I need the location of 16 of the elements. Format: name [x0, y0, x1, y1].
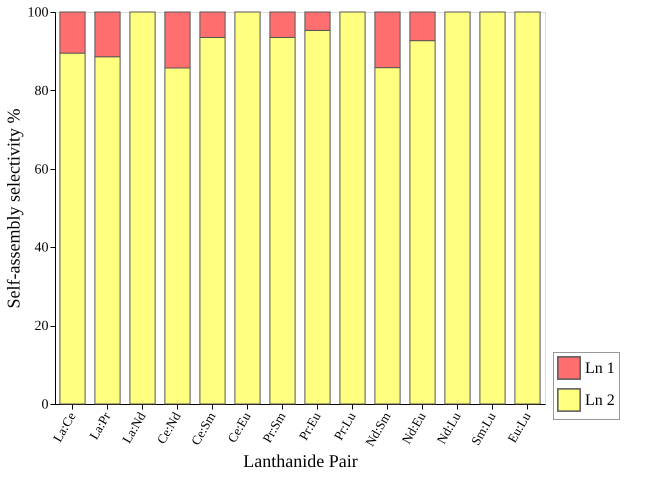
- legend-label: Ln 1: [585, 360, 615, 377]
- y-tick-label: 60: [34, 162, 48, 178]
- y-tick-label: 80: [34, 84, 48, 99]
- bar: [514, 12, 541, 404]
- legend-label: Ln 2: [585, 392, 615, 409]
- bar: [339, 12, 366, 404]
- y-tick-label: 100: [28, 6, 48, 20]
- bar: [444, 12, 471, 404]
- y-tick-label: 20: [34, 319, 48, 334]
- y-axis-title: Self-assembly selectivity %: [4, 108, 24, 308]
- bar: [129, 12, 156, 404]
- y-tick-label: 0: [42, 398, 48, 412]
- bar: [479, 12, 506, 404]
- y-tick-label: 40: [34, 240, 48, 256]
- bar: [234, 12, 261, 404]
- x-axis-title: Lanthanide Pair: [243, 450, 358, 471]
